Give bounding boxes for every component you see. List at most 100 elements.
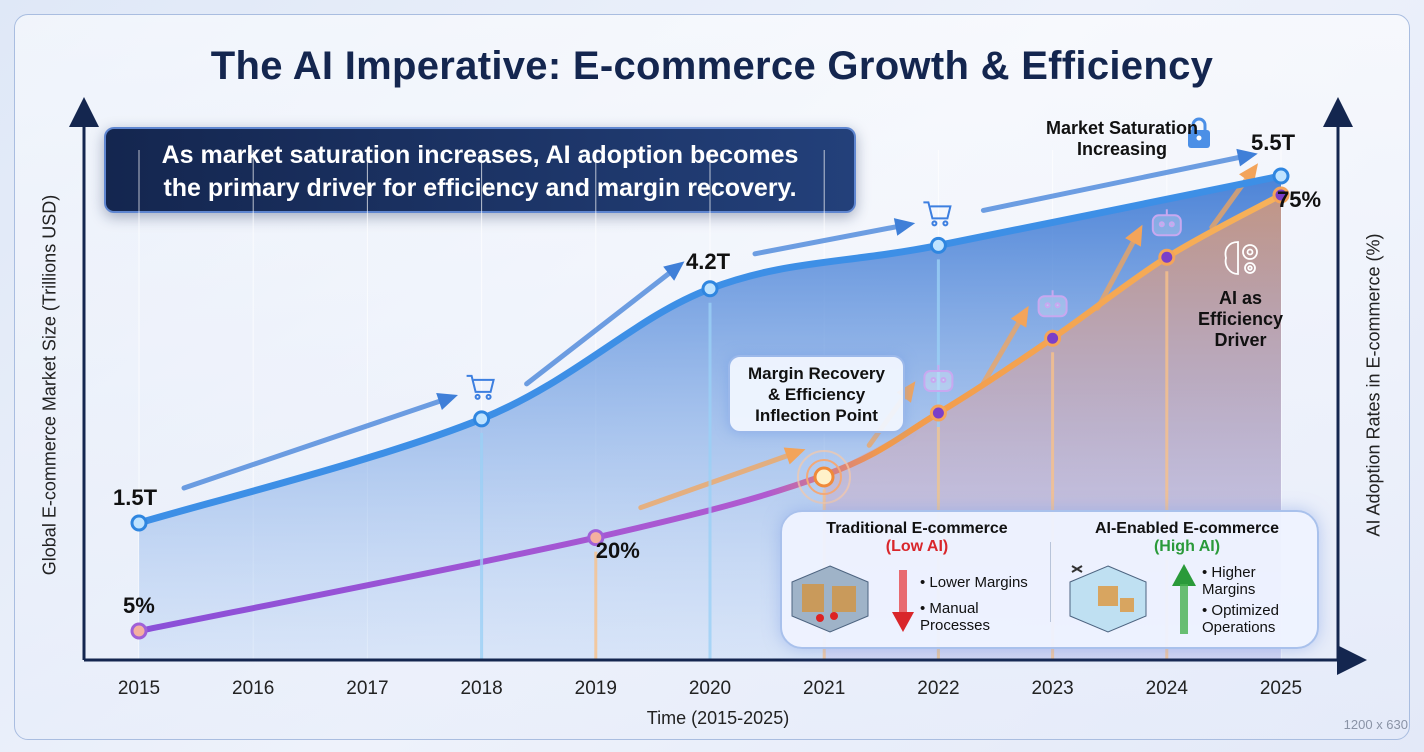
robot-head (923, 370, 954, 392)
x-tick-label: 2022 (917, 678, 960, 699)
market-trend-arrow (752, 222, 906, 257)
ai-driver-line-1: AI as (1219, 288, 1263, 308)
robot-eye (930, 377, 937, 383)
cart-wheel (474, 393, 481, 400)
cart-wheel (942, 220, 949, 227)
robot-eye (940, 377, 947, 383)
x-axis-title: Time (2015-2025) (646, 708, 790, 728)
down-arrow-icon (892, 570, 914, 632)
x-tick-label: 2018 (460, 678, 503, 699)
inflection-point-marker (797, 450, 851, 504)
left-y-axis-title: Global E-commerce Market Size (Trillions… (39, 194, 60, 576)
adoption-point (1272, 186, 1290, 204)
market-data-label: 1.5T (113, 485, 158, 510)
page-title: The AI Imperative: E-commerce Growth & E… (210, 44, 1214, 88)
x-tick-label: 2023 (1031, 678, 1074, 699)
lock-icon (1188, 117, 1210, 148)
traditional-tag: (Low AI) (885, 538, 949, 555)
data-points (130, 167, 1290, 640)
adoption-trend-arrow-head (1010, 305, 1029, 328)
ai-bullet-1: • Higher Margins (1202, 564, 1256, 598)
market-trend-arrow-head (663, 261, 685, 281)
adoption-point (929, 404, 947, 422)
adoption-data-label: 20% (595, 537, 640, 563)
icons (466, 201, 1182, 400)
adoption-trend-arrow (1095, 232, 1140, 311)
panel-divider (1050, 542, 1051, 622)
market-point (929, 236, 947, 254)
market-point (473, 410, 491, 428)
ai-title: AI-Enabled E-commerce (1094, 520, 1280, 537)
market-data-label: 5.5T (1251, 130, 1296, 155)
adoption-line (136, 192, 1284, 634)
adoption-data-label: 5% (123, 593, 155, 618)
robot-eye (1044, 302, 1051, 309)
key-message-callout: As market saturation increases, AI adopt… (104, 127, 856, 213)
traditional-warehouse-image (790, 564, 870, 634)
market-trend-arrow (181, 396, 450, 491)
up-arrow-icon (1172, 564, 1196, 634)
adoption-point (1044, 329, 1062, 347)
x-tick-label: 2015 (117, 678, 161, 699)
adoption-point (587, 529, 605, 547)
traditional-heading: Traditional E-commerce (Low AI) (802, 520, 1032, 556)
robot-head (1151, 214, 1182, 237)
market-point (1272, 167, 1290, 185)
robot-icon (923, 365, 954, 392)
cart-icon (923, 201, 952, 227)
inflection-line-3: Inflection Point (755, 406, 878, 425)
x-tick-label: 2024 (1145, 678, 1188, 699)
x-tick-label: 2019 (574, 678, 617, 699)
cart-body (923, 201, 952, 220)
inflection-line-1: Margin Recovery (748, 364, 885, 383)
brain-gear-icon (1224, 241, 1258, 275)
cart-wheel (485, 393, 492, 400)
adoption-trend-arrow (980, 313, 1026, 386)
market-trend-arrow-head (436, 392, 458, 410)
x-tick-label: 2016 (232, 678, 275, 699)
x-tick-label: 2020 (688, 678, 732, 699)
market-trend-arrow-head (1236, 148, 1258, 167)
robot-eye (1168, 221, 1175, 228)
callout-line-1: As market saturation increases, AI adopt… (161, 141, 799, 169)
comparison-panel: Traditional E-commerce (Low AI) • Lower … (780, 510, 1319, 649)
robot-icon (1037, 290, 1068, 318)
traditional-title: Traditional E-commerce (826, 520, 1008, 537)
market-point (701, 280, 719, 298)
market-data-label: 4.2T (686, 248, 731, 274)
callout-line-2: the primary driver for efficiency and ma… (163, 174, 797, 202)
adoption-trend-arrow-head (783, 447, 806, 465)
image-size-label: 1200 x 630 (1343, 717, 1408, 732)
traditional-bullet-2: • Manual Processes (920, 600, 991, 634)
adoption-data-label: 75% (1277, 187, 1322, 212)
ai-tag: (High AI) (1153, 538, 1221, 555)
saturation-annotation: Market Saturation Increasing (1046, 118, 1198, 160)
inflection-line-2: & Efficiency (767, 385, 866, 404)
adoption-point (1158, 248, 1176, 266)
right-y-axis-title: AI Adoption Rates in E-commerce (%) (1363, 233, 1384, 537)
traditional-bullet-1: • Lower Margins (920, 574, 1028, 591)
ai-bullet-2: • Optimized Operations (1202, 602, 1279, 636)
ai-driver-line-2: Efficiency (1198, 309, 1284, 329)
robot-icon (1151, 209, 1182, 237)
adoption-trend-arrow-head (1125, 224, 1143, 247)
robot-eye (1158, 221, 1165, 228)
x-tick-label: 2017 (346, 678, 389, 699)
robot-head (1037, 295, 1068, 318)
adoption-point (130, 622, 148, 640)
market-point (130, 514, 148, 532)
cart-wheel (931, 220, 938, 227)
adoption-trend-arrow (638, 450, 797, 511)
ai-heading: AI-Enabled E-commerce (High AI) (1072, 520, 1302, 556)
saturation-line-2: Increasing (1077, 139, 1168, 159)
cart-icon (466, 374, 495, 400)
ai-warehouse-image (1068, 564, 1148, 634)
cart-body (466, 374, 495, 393)
x-tick-label: 2025 (1259, 678, 1303, 699)
adoption-trend-arrow-head (896, 381, 916, 403)
saturation-line-1: Market Saturation (1046, 118, 1199, 138)
ai-driver-annotation: AI as Efficiency Driver (1198, 288, 1283, 351)
robot-eye (1054, 302, 1061, 309)
market-trend-arrow-head (893, 218, 916, 236)
market-trend-arrow (524, 266, 678, 387)
